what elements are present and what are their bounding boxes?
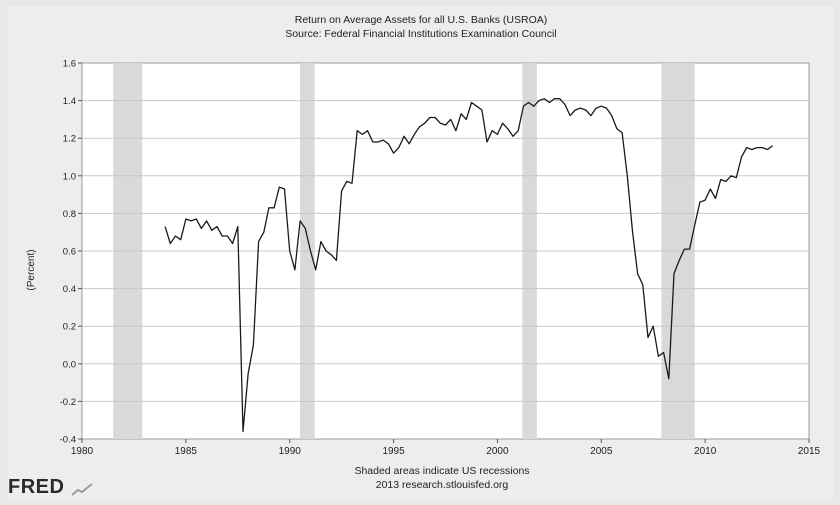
y-tick-label: 1.0 [63, 171, 76, 182]
y-tick-label: -0.4 [60, 435, 76, 446]
y-tick-label: 0.0 [63, 359, 76, 370]
y-tick-label: 0.6 [63, 247, 76, 258]
x-tick-label: 1995 [382, 446, 405, 457]
y-tick-label: 1.6 [63, 59, 76, 70]
series-line [164, 98, 773, 433]
x-tick-label: 2000 [486, 446, 509, 457]
y-axis-label: (Percent) [26, 249, 37, 290]
x-tick-label: 1990 [279, 446, 302, 457]
x-tick-label: 1980 [71, 446, 94, 457]
y-tick-label: 0.4 [63, 284, 76, 295]
footer-source-url: 2013 research.stlouisfed.org [376, 479, 509, 491]
y-tick-label: 1.2 [63, 134, 76, 145]
y-tick-label: -0.2 [60, 397, 76, 408]
fred-logo: FRED [8, 476, 65, 498]
y-tick-label: 0.2 [63, 322, 76, 333]
x-tick-label: 2010 [694, 446, 717, 457]
y-tick-label: 1.4 [63, 96, 76, 107]
fred-logo-mark-icon [71, 483, 93, 496]
chart: Return on Average Assets for all U.S. Ba… [26, 14, 821, 491]
chart-subtitle: Source: Federal Financial Institutions E… [285, 28, 556, 40]
chart-panel: Return on Average Assets for all U.S. Ba… [8, 6, 834, 500]
x-tick-label: 2015 [798, 446, 821, 457]
x-tick-label: 1985 [175, 446, 198, 457]
x-tick-label: 2005 [590, 446, 613, 457]
chart-title: Return on Average Assets for all U.S. Ba… [295, 14, 548, 26]
footer-recession-note: Shaded areas indicate US recessions [354, 465, 529, 477]
y-tick-label: 0.8 [63, 209, 76, 220]
